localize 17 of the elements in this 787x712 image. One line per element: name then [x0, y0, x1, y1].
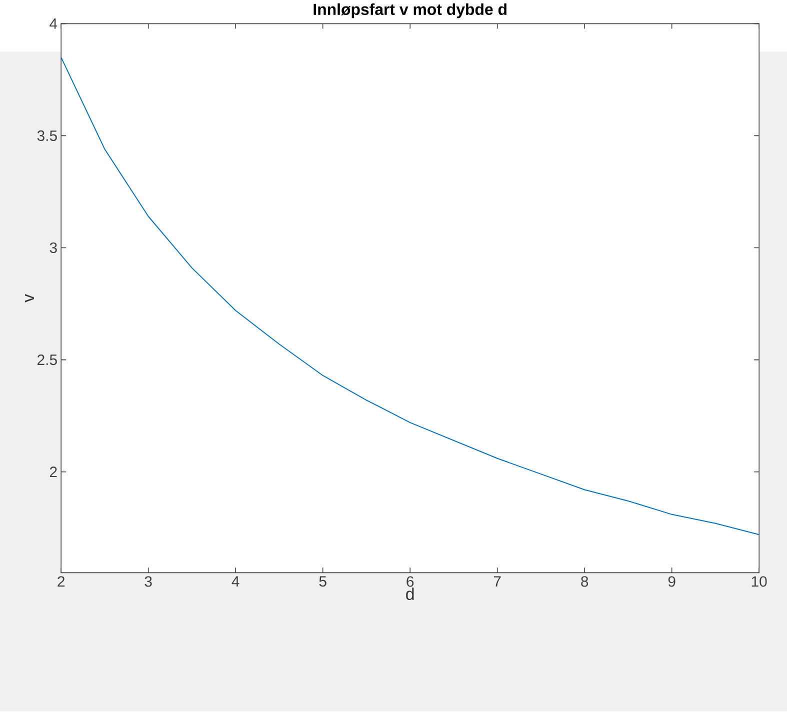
y-tick-label: 4	[50, 18, 58, 29]
x-tick-label: 10	[752, 576, 767, 587]
y-tick-label: 3.5	[37, 130, 57, 142]
y-tick-label: 3	[50, 242, 57, 254]
x-tick-label: 9	[668, 576, 676, 587]
x-tick-label: 8	[581, 576, 588, 587]
x-tick-label: 7	[494, 576, 501, 587]
x-tick-label: 3	[144, 576, 152, 587]
x-tick-label: 4	[232, 576, 240, 587]
y-axis-title: v	[24, 294, 34, 303]
y-tick-label: 2.5	[38, 354, 57, 366]
x-tick-label: 5	[319, 576, 326, 587]
x-tick-label: 2	[58, 576, 64, 587]
chart-title: Innløpsfart v mot dybde d	[314, 4, 506, 18]
x-axis-title: d	[406, 588, 414, 600]
y-tick-label: 2	[50, 466, 57, 478]
x-tick-label: 6	[406, 576, 414, 587]
